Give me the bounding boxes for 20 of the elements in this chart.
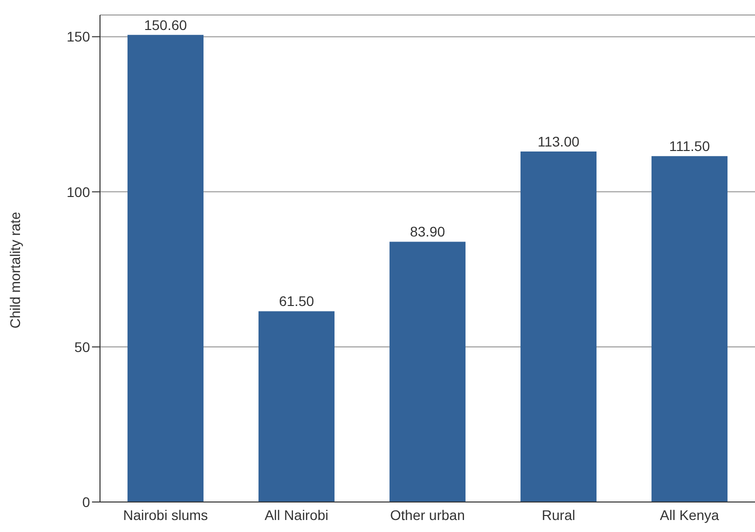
bar xyxy=(520,151,597,502)
y-tick-label: 50 xyxy=(74,338,90,355)
x-tick-label: All Nairobi xyxy=(264,506,328,523)
bar xyxy=(390,242,466,502)
data-label: 111.50 xyxy=(669,138,710,154)
data-label: 150.60 xyxy=(144,16,188,33)
bar xyxy=(258,311,335,502)
y-axis-title: Child mortality rate xyxy=(6,212,23,328)
x-tick-label: Other urban xyxy=(390,506,465,523)
y-tick-label: 100 xyxy=(66,184,90,200)
x-tick-label: Nairobi slums xyxy=(123,506,208,523)
data-label: 83.90 xyxy=(410,224,446,240)
x-tick-label: Rural xyxy=(542,506,576,523)
y-tick-label: 150 xyxy=(66,28,90,45)
bar xyxy=(652,156,728,502)
data-label: 61.50 xyxy=(278,293,314,310)
x-tick-label: All Kenya xyxy=(660,506,720,523)
y-tick-label: 0 xyxy=(82,494,90,510)
bar xyxy=(128,34,204,502)
data-label: 113.00 xyxy=(538,133,580,150)
